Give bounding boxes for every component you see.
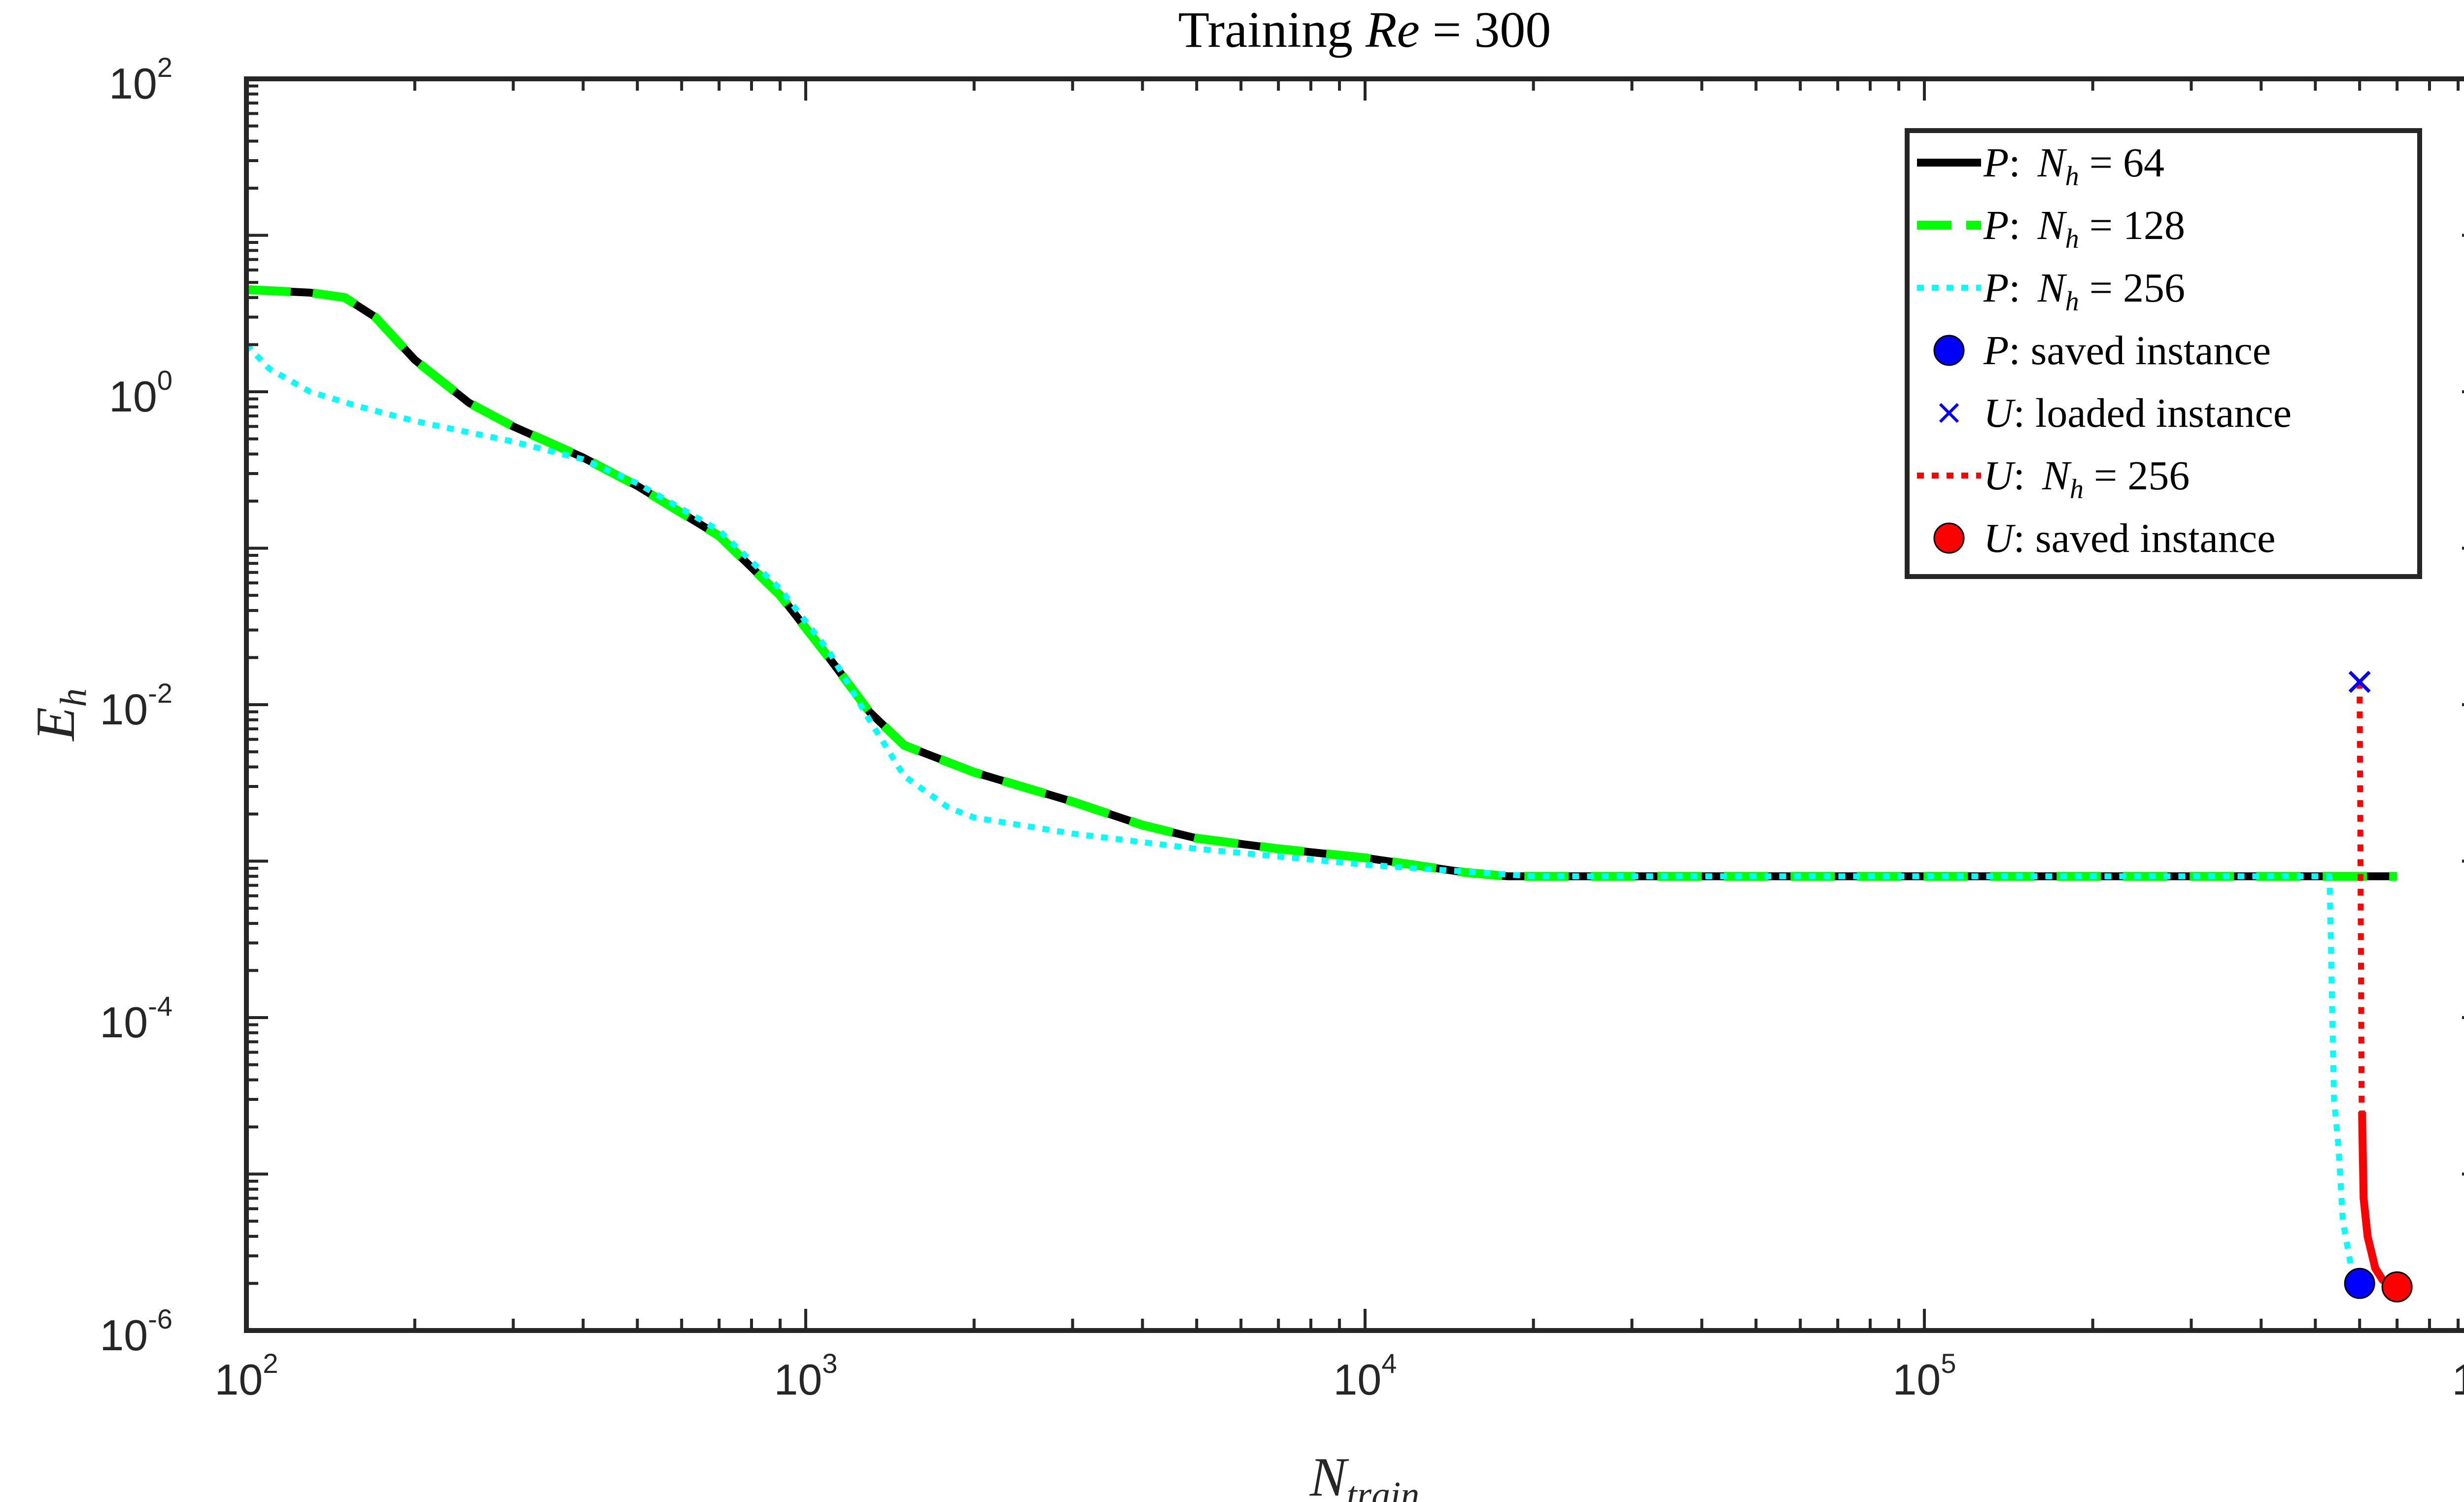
plot-area [246, 285, 2399, 1291]
series-6-marker-0 [2381, 1271, 2413, 1302]
legend-label-4: U: loaded instance [1984, 390, 2292, 436]
legend-label-3: P: saved instance [1983, 328, 2271, 374]
legend-label-2: P: Nh = 256 [1983, 265, 2185, 317]
legend-entry-4: U: loaded instance [1939, 390, 2292, 436]
legend-entry-1: P: Nh = 128 [1917, 203, 2185, 254]
marker-layer [2344, 671, 2413, 1302]
axes [244, 76, 2464, 1333]
legend-entry-2: P: Nh = 256 [1917, 265, 2185, 317]
y-tick-label-3: 100 [109, 365, 172, 421]
y-tick-label-4: 102 [109, 52, 172, 108]
series-layer [246, 285, 2399, 1291]
legend-label-1: P: Nh = 128 [1983, 203, 2185, 254]
x-tick-label-0: 102 [214, 1348, 278, 1404]
tick-labels: 102 103 104 105 106 10-6 10-4 10-2 100 102 [100, 52, 2464, 1404]
legend-box [1905, 128, 2422, 579]
legend-swatch-4 [1939, 403, 1959, 423]
x-tick-label-3: 105 [1892, 1348, 1956, 1404]
y-tick-label-2: 10-2 [100, 678, 172, 734]
x-tick-label-2: 104 [1333, 1348, 1397, 1404]
y-axis-label-base: E [25, 707, 86, 742]
y-tick-label-1: 10-4 [100, 990, 172, 1047]
legend-swatch-3 [1933, 335, 1965, 366]
y-axis-label-sub: h [53, 688, 94, 707]
legend-swatch-6 [1933, 522, 1965, 554]
x-axis-label: Ntrain [1309, 1447, 1420, 1502]
x-tick-label-4: 106 [2452, 1348, 2464, 1404]
legend-entries: P: Nh = 64 P: Nh = 128 P: Nh = 256 P: saved… [1917, 140, 2292, 561]
legend-entry-5: U: Nh = 256 [1917, 453, 2190, 505]
x-axis-label-base: N [1309, 1447, 1349, 1502]
chart-title-prefix: Training [1178, 1, 1366, 58]
x-tick-label-1: 103 [774, 1348, 837, 1404]
series-3-marker-0 [2344, 1267, 2375, 1299]
chart-title-suffix: = 300 [1420, 1, 1551, 58]
legend-entry-3: P: saved instance [1933, 328, 2271, 374]
legend-label-0: P: Nh = 64 [1983, 140, 2164, 192]
legend: P: Nh = 64 P: Nh = 128 P: Nh = 256 P: saved… [1905, 128, 2422, 579]
series-2-line [246, 342, 2369, 1290]
series-2-group [246, 342, 2369, 1290]
legend-entry-6: U: saved instance [1933, 515, 2275, 561]
series-4-marker-0 [2348, 671, 2371, 693]
legend-label-5: U: Nh = 256 [1984, 453, 2190, 505]
legend-entry-0: P: Nh = 64 [1917, 140, 2164, 192]
chart-title: Training Re = 300 [1178, 1, 1551, 58]
legend-label-6: U: saved instance [1984, 515, 2275, 561]
y-axis-label: Eh [25, 688, 94, 742]
y-tick-label-0: 10-6 [100, 1303, 172, 1360]
series-5-line-dotted [2357, 682, 2365, 1112]
chart-title-symbol: Re [1365, 1, 1420, 58]
x-axis-label-sub: train [1346, 1474, 1419, 1502]
